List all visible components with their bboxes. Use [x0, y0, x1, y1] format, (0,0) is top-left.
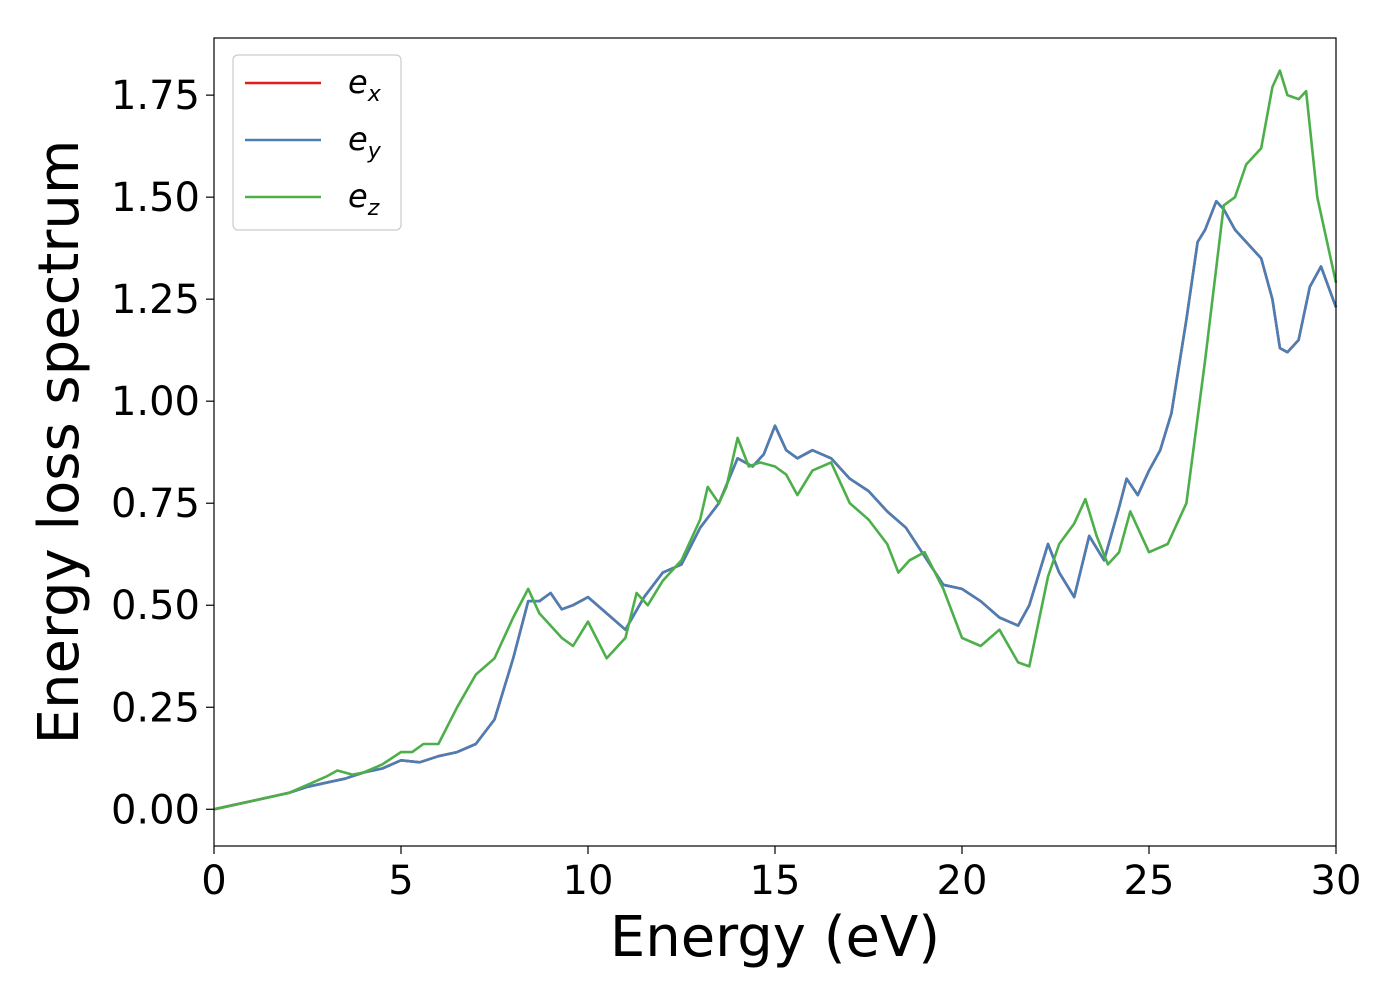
y-tick-label: 0.25: [111, 685, 200, 731]
y-tick-label: 1.00: [111, 379, 200, 425]
x-tick-label: 0: [201, 858, 226, 904]
legend-label-base: e: [348, 120, 368, 158]
y-axis: 0.00 0.25 0.50 0.75 1.00 1.25 1.50 1.75: [111, 73, 214, 833]
legend-label-subscript: z: [367, 196, 380, 221]
x-tick-label: 25: [1124, 858, 1175, 904]
x-tick-label: 15: [750, 858, 801, 904]
y-tick-label: 1.75: [111, 73, 200, 119]
x-tick-label: 30: [1311, 858, 1362, 904]
y-tick-label: 1.50: [111, 175, 200, 221]
y-tick-label: 0.00: [111, 787, 200, 833]
x-tick-label: 10: [563, 858, 614, 904]
legend-label-e-y: ey: [348, 120, 382, 164]
legend-label-subscript: x: [367, 82, 382, 107]
legend-label-e-z: ez: [348, 177, 380, 221]
series-layer: [213, 69, 1338, 811]
y-tick-label: 0.75: [111, 481, 200, 527]
y-axis-title: Energy loss spectrum: [27, 140, 92, 745]
x-tick-label: 20: [937, 858, 988, 904]
y-tick-label: 1.25: [111, 277, 200, 323]
series-line-e-z: [213, 69, 1338, 811]
x-tick-label: 5: [388, 858, 413, 904]
legend-label-e-x: ex: [348, 63, 382, 107]
x-axis: 0 5 10 15 20 25 30: [201, 846, 1361, 904]
legend-box: [232, 54, 402, 231]
x-axis-title: Energy (eV): [610, 905, 940, 970]
y-tick-label: 0.50: [111, 583, 200, 629]
series-line-e-y: [213, 199, 1338, 811]
legend-label-subscript: y: [367, 139, 382, 164]
legend-label-base: e: [348, 63, 368, 101]
legend-label-base: e: [348, 177, 368, 215]
